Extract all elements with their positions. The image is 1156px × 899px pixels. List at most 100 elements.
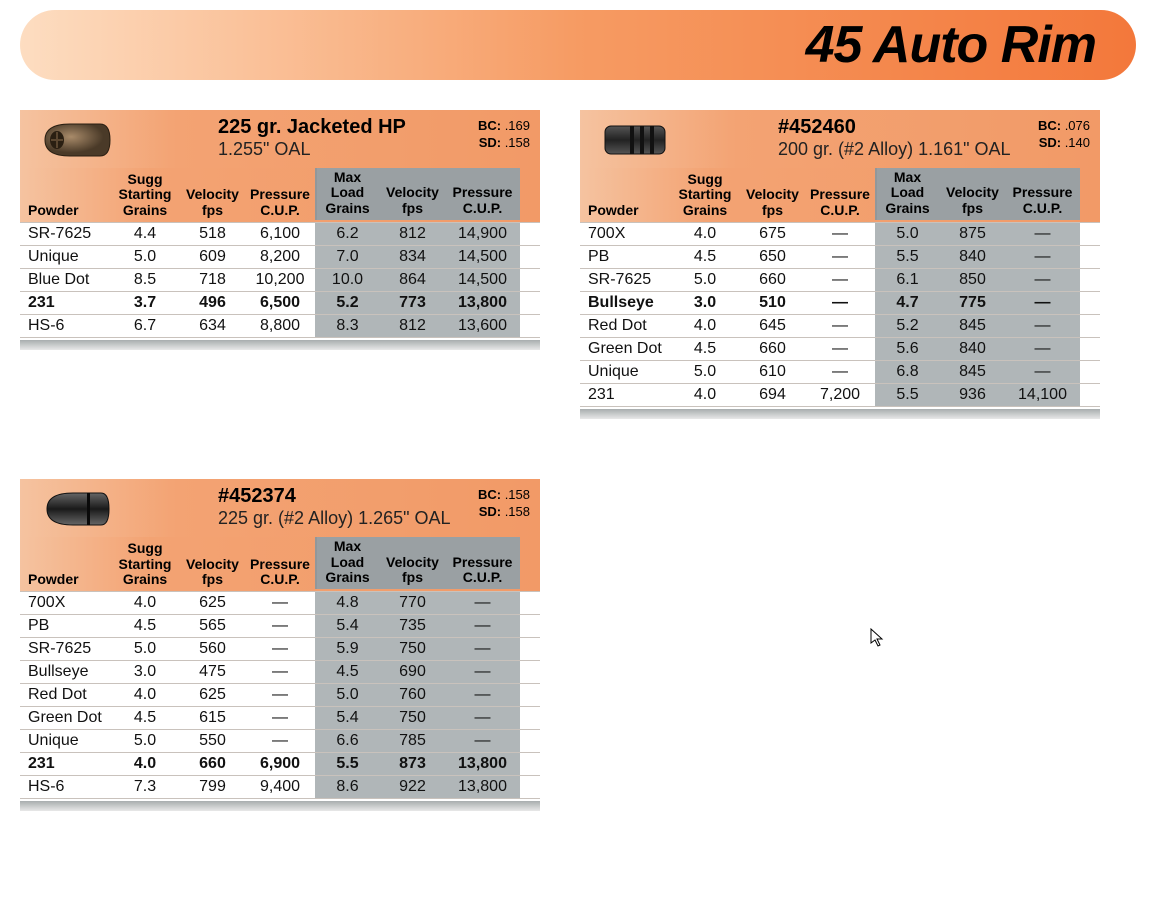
col-velocity-start: Velocityfps [740, 185, 805, 220]
cell-vel-max: 775 [940, 294, 1005, 312]
cell-sugg: 4.5 [110, 709, 180, 727]
cell-sugg: 7.3 [110, 778, 180, 796]
cell-vel-max: 834 [380, 248, 445, 266]
cell-press-max: — [445, 594, 520, 612]
cell-vel-start: 510 [740, 294, 805, 312]
table-header: 225 gr. Jacketed HP 1.255" OAL BC: .169 … [20, 110, 540, 168]
cell-press-max: — [1005, 248, 1080, 266]
cell-press-start: — [245, 709, 315, 727]
table-footer-bar [20, 340, 540, 350]
cell-vel-start: 609 [180, 248, 245, 266]
col-pressure-start: PressureC.U.P. [245, 555, 315, 590]
cell-powder: SR-7625 [20, 640, 110, 658]
table-row: 231 4.0 660 6,900 5.5 873 13,800 [20, 753, 540, 776]
cell-max: 5.2 [315, 294, 380, 312]
cell-powder: HS-6 [20, 778, 110, 796]
cell-press-start: 8,800 [245, 317, 315, 335]
cell-vel-start: 650 [740, 248, 805, 266]
cell-sugg: 4.0 [110, 594, 180, 612]
cell-vel-max: 845 [940, 363, 1005, 381]
cell-press-max: — [445, 640, 520, 658]
table-row: HS-6 6.7 634 8,800 8.3 812 13,600 [20, 315, 540, 338]
cell-vel-start: 475 [180, 663, 245, 681]
cell-vel-max: 840 [940, 248, 1005, 266]
cell-vel-max: 760 [380, 686, 445, 704]
cell-press-max: — [1005, 317, 1080, 335]
table-row: 231 4.0 694 7,200 5.5 936 14,100 [580, 384, 1100, 407]
cell-vel-max: 812 [380, 225, 445, 243]
cell-press-start: — [805, 225, 875, 243]
cell-powder: Bullseye [580, 294, 670, 312]
table-row: Red Dot 4.0 645 — 5.2 845 — [580, 315, 1100, 338]
ballistic-meta: BC: .169 SD: .158 [460, 116, 530, 152]
cell-max: 5.6 [875, 340, 940, 358]
cell-vel-max: 735 [380, 617, 445, 635]
cell-powder: 700X [20, 594, 110, 612]
cell-vel-max: 850 [940, 271, 1005, 289]
cell-powder: Unique [20, 732, 110, 750]
cell-vel-start: 675 [740, 225, 805, 243]
page-title-bar: 45 Auto Rim [20, 10, 1136, 80]
cell-sugg: 3.0 [110, 663, 180, 681]
cell-sugg: 5.0 [670, 271, 740, 289]
cell-powder: PB [20, 617, 110, 635]
cell-vel-start: 694 [740, 386, 805, 404]
ballistic-meta: BC: .076 SD: .140 [1020, 116, 1090, 152]
cell-powder: HS-6 [20, 317, 110, 335]
cell-vel-start: 645 [740, 317, 805, 335]
cell-press-max: — [1005, 271, 1080, 289]
cell-sugg: 4.5 [670, 248, 740, 266]
cell-max: 5.2 [875, 317, 940, 335]
col-velocity-max: Velocityfps [940, 183, 1005, 218]
cell-press-start: 10,200 [245, 271, 315, 289]
cell-press-max: — [445, 732, 520, 750]
cell-press-max: — [445, 686, 520, 704]
cell-sugg: 5.0 [670, 363, 740, 381]
cell-vel-start: 718 [180, 271, 245, 289]
cell-sugg: 3.7 [110, 294, 180, 312]
cell-press-start: — [805, 363, 875, 381]
table-row: HS-6 7.3 799 9,400 8.6 922 13,800 [20, 776, 540, 799]
bullet-subtitle: 1.255" OAL [218, 139, 460, 160]
cell-vel-max: 770 [380, 594, 445, 612]
table-body: 700X 4.0 625 — 4.8 770 — PB 4.5 565 — 5.… [20, 591, 540, 799]
table-row: Bullseye 3.0 475 — 4.5 690 — [20, 661, 540, 684]
cell-powder: Green Dot [580, 340, 670, 358]
cell-press-start: 6,500 [245, 294, 315, 312]
cell-vel-start: 625 [180, 594, 245, 612]
cell-press-start: — [245, 617, 315, 635]
col-pressure-start: PressureC.U.P. [805, 185, 875, 220]
cell-max: 5.0 [875, 225, 940, 243]
cell-press-start: — [245, 640, 315, 658]
cell-vel-max: 845 [940, 317, 1005, 335]
cell-press-max: 14,500 [445, 248, 520, 266]
cell-press-max: 14,100 [1005, 386, 1080, 404]
cell-sugg: 4.4 [110, 225, 180, 243]
cell-vel-max: 690 [380, 663, 445, 681]
cell-vel-start: 560 [180, 640, 245, 658]
cell-press-start: — [245, 594, 315, 612]
page-title: 45 Auto Rim [806, 15, 1096, 75]
cell-sugg: 4.0 [670, 386, 740, 404]
cell-max: 5.4 [315, 617, 380, 635]
cell-sugg: 4.0 [110, 686, 180, 704]
table-row: Green Dot 4.5 615 — 5.4 750 — [20, 707, 540, 730]
cell-press-max: — [1005, 225, 1080, 243]
cell-powder: 231 [20, 755, 110, 773]
cell-powder: Red Dot [580, 317, 670, 335]
cell-press-max: 13,600 [445, 317, 520, 335]
cell-powder: Red Dot [20, 686, 110, 704]
table-row: Green Dot 4.5 660 — 5.6 840 — [580, 338, 1100, 361]
cell-max: 7.0 [315, 248, 380, 266]
table-row: Bullseye 3.0 510 — 4.7 775 — [580, 292, 1100, 315]
cell-press-max: — [1005, 363, 1080, 381]
table-row: Unique 5.0 550 — 6.6 785 — [20, 730, 540, 753]
cell-max: 4.8 [315, 594, 380, 612]
cell-vel-start: 610 [740, 363, 805, 381]
col-powder: Powder [580, 201, 670, 220]
bullet-icon [590, 116, 680, 164]
column-headers: Powder SuggStartingGrains Velocityfps Pr… [580, 168, 1100, 222]
cell-sugg: 5.0 [110, 732, 180, 750]
cell-press-max: — [1005, 294, 1080, 312]
cell-press-start: 6,900 [245, 755, 315, 773]
